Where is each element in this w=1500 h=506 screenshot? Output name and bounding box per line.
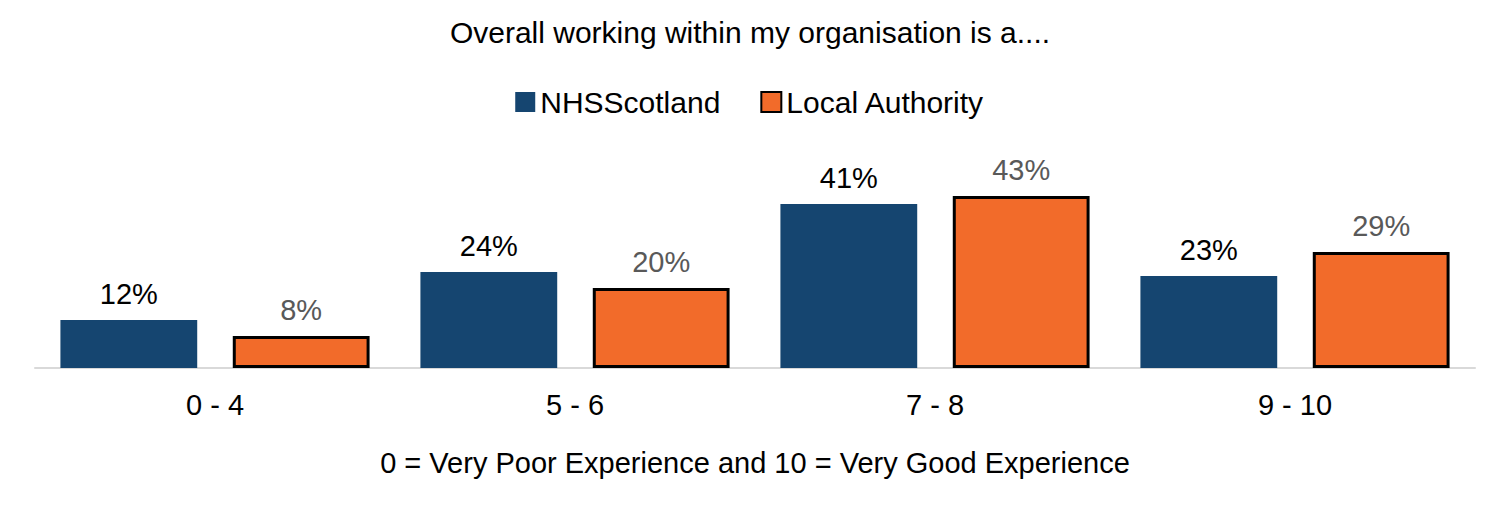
- svg-text:24%: 24%: [460, 230, 518, 262]
- svg-text:20%: 20%: [632, 246, 690, 278]
- svg-text:41%: 41%: [820, 162, 878, 194]
- svg-text:5 - 6: 5 - 6: [546, 389, 604, 421]
- svg-text:7 - 8: 7 - 8: [906, 389, 964, 421]
- svg-text:0 - 4: 0 - 4: [186, 389, 244, 421]
- svg-text:43%: 43%: [992, 154, 1050, 186]
- svg-text:NHSScotland: NHSScotland: [540, 86, 720, 119]
- svg-text:0 = Very Poor Experience and 1: 0 = Very Poor Experience and 10 = Very G…: [380, 447, 1130, 479]
- svg-text:8%: 8%: [280, 294, 322, 326]
- svg-text:29%: 29%: [1352, 210, 1410, 242]
- svg-text:Local Authority: Local Authority: [786, 86, 983, 119]
- svg-text:9 - 10: 9 - 10: [1258, 389, 1332, 421]
- svg-text:12%: 12%: [100, 278, 158, 310]
- svg-text:Overall working within my orga: Overall working within my organisation i…: [450, 16, 1050, 49]
- svg-text:23%: 23%: [1180, 234, 1238, 266]
